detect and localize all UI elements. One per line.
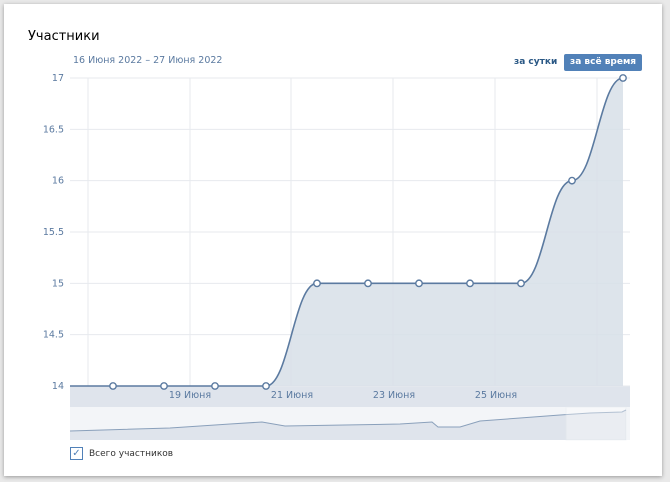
data-point — [313, 279, 321, 288]
navigator-selection — [565, 406, 627, 441]
series-area — [70, 78, 623, 386]
data-point — [619, 74, 627, 82]
checkbox-checked-icon[interactable]: ✓ — [70, 447, 83, 460]
y-tick-label: 15 — [52, 278, 64, 289]
date-range: 16 Июня 2022 – 27 Июня 2022 — [73, 55, 223, 66]
data-point — [568, 176, 576, 185]
data-point — [262, 382, 270, 390]
data-point — [160, 382, 168, 390]
y-tick-label: 16.5 — [43, 124, 64, 135]
data-point — [517, 279, 525, 288]
data-point — [211, 382, 219, 390]
data-point — [466, 279, 474, 288]
data-point — [415, 279, 423, 288]
x-tick-label: 23 Июня — [373, 390, 415, 401]
legend-label: Всего участников — [89, 448, 174, 459]
x-tick-label: 25 Июня — [475, 390, 517, 401]
data-point — [109, 382, 117, 390]
x-tick-label: 19 Июня — [169, 390, 211, 401]
y-tick-label: 16 — [52, 176, 64, 187]
y-tick-label: 14 — [52, 381, 64, 392]
page-title: Участники — [28, 29, 100, 44]
y-tick-label: 14.5 — [43, 330, 64, 341]
x-axis-band — [70, 386, 630, 407]
navigator-line — [69, 409, 627, 432]
data-point — [364, 279, 372, 288]
x-tick-label: 21 Июня — [271, 390, 313, 401]
per-day-button[interactable]: за сутки — [514, 57, 558, 67]
legend-item[interactable]: ✓ Всего участников — [70, 447, 173, 460]
all-time-button[interactable]: за всё время — [564, 54, 643, 71]
y-tick-label: 15.5 — [43, 227, 64, 238]
y-tick-label: 17 — [52, 73, 64, 84]
